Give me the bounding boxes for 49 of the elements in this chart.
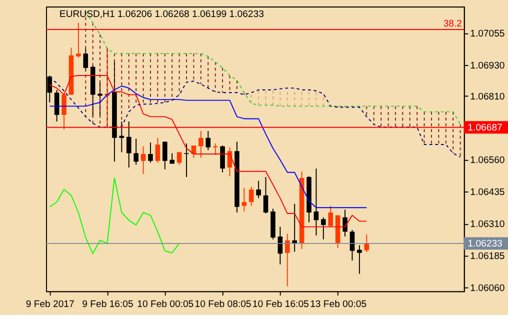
candlestick <box>342 209 348 238</box>
candlestick <box>155 137 160 164</box>
candlestick <box>54 89 60 122</box>
y-tick-label: 1.06310 <box>470 219 505 230</box>
candlestick <box>140 146 146 175</box>
candlestick <box>321 216 326 240</box>
chart-title: EURUSD,H1 1.06206 1.06268 1.06199 1.06233 <box>59 9 264 20</box>
candlestick <box>220 145 225 173</box>
candlestick <box>162 141 168 170</box>
candlestick <box>263 176 268 214</box>
y-tick-label: 1.07055 <box>470 28 505 40</box>
candlestick <box>176 152 182 166</box>
candlestick <box>248 186 254 206</box>
candlestick <box>206 130 211 151</box>
x-tick-label: 10 Feb 08:05 <box>194 299 252 310</box>
annotation: 38.2 <box>443 18 462 30</box>
x-tick-label: 10 Feb 00:05 <box>137 299 194 310</box>
y-tick-label: 1.06560 <box>470 155 505 166</box>
candlestick <box>350 229 355 262</box>
candlestick <box>242 187 247 212</box>
candlestick <box>256 180 261 199</box>
candlestick <box>364 234 370 253</box>
candlestick <box>328 205 334 228</box>
candlestick <box>284 233 290 287</box>
y-tick-label: 1.06435 <box>470 187 505 198</box>
candlestick <box>83 48 88 70</box>
candlestick <box>198 130 204 158</box>
candlestick <box>314 168 319 236</box>
x-tick-label: 10 Feb 16:05 <box>252 299 309 310</box>
candlestick <box>148 142 153 164</box>
y-tick-label: 1.06060 <box>470 282 505 294</box>
x-tick-label: 9 Feb 2017 <box>26 299 74 310</box>
x-tick-label: 9 Feb 16:05 <box>82 299 134 310</box>
candlestick <box>126 121 132 168</box>
candlestick <box>212 143 218 156</box>
candlestick <box>184 143 189 178</box>
ref-line-label: 1.06687 <box>468 122 502 134</box>
y-tick-label: 1.06930 <box>470 60 505 72</box>
candlestick <box>62 94 66 130</box>
x-tick-label: 13 Feb 00:05 <box>310 299 367 310</box>
ref-line-label: 1.06233 <box>468 238 502 250</box>
candlestick <box>76 22 81 58</box>
candlestick <box>134 138 138 166</box>
candlestick <box>292 203 297 252</box>
y-tick-label: 1.06185 <box>470 251 505 262</box>
line-series <box>49 178 180 254</box>
candlestick <box>357 244 362 274</box>
y-tick-label: 1.06810 <box>470 91 505 102</box>
line-series <box>49 86 368 208</box>
